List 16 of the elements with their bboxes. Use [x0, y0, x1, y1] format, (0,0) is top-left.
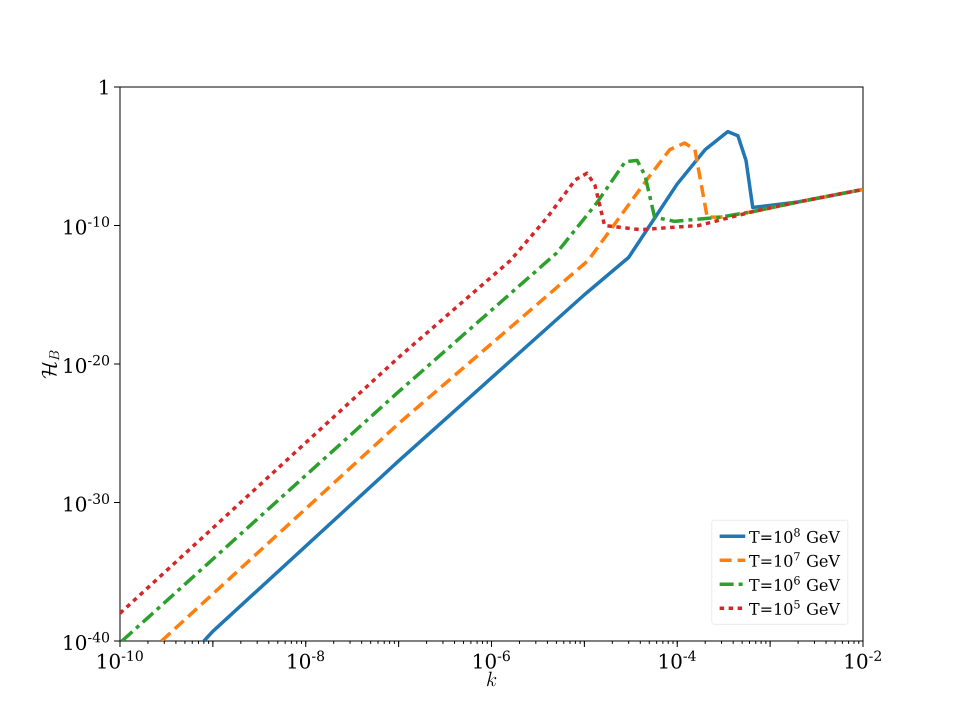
x-tick-label: 10$^{-10}$: [98, 650, 143, 669]
legend-label: T=10$^{7}$ GeV: [749, 552, 840, 567]
y-tick-label: 10$^{-20}$: [64, 354, 110, 374]
y-tick-label: 10$^{-10}$: [64, 216, 110, 235]
legend-label: T=10$^{6}$ GeV: [749, 576, 840, 591]
x-tick-label: 10$^{-2}$: [846, 650, 881, 669]
y-tick-label: 1: [100, 80, 108, 94]
x-tick-label: 10$^{-8}$: [288, 650, 324, 669]
x-axis-title: $k$: [487, 672, 496, 686]
legend-label: T=10$^{8}$ GeV: [749, 528, 840, 543]
legend-label: T=10$^{5}$ GeV: [749, 600, 840, 615]
y-axis-title: $\mathcal{H}_B$: [42, 350, 60, 378]
y-tick-label: 10$^{-40}$: [64, 632, 110, 650]
x-tick-label: 10$^{-6}$: [474, 650, 510, 669]
x-tick-label: 10$^{-4}$: [660, 650, 696, 669]
y-tick-label: 10$^{-30}$: [64, 493, 110, 512]
